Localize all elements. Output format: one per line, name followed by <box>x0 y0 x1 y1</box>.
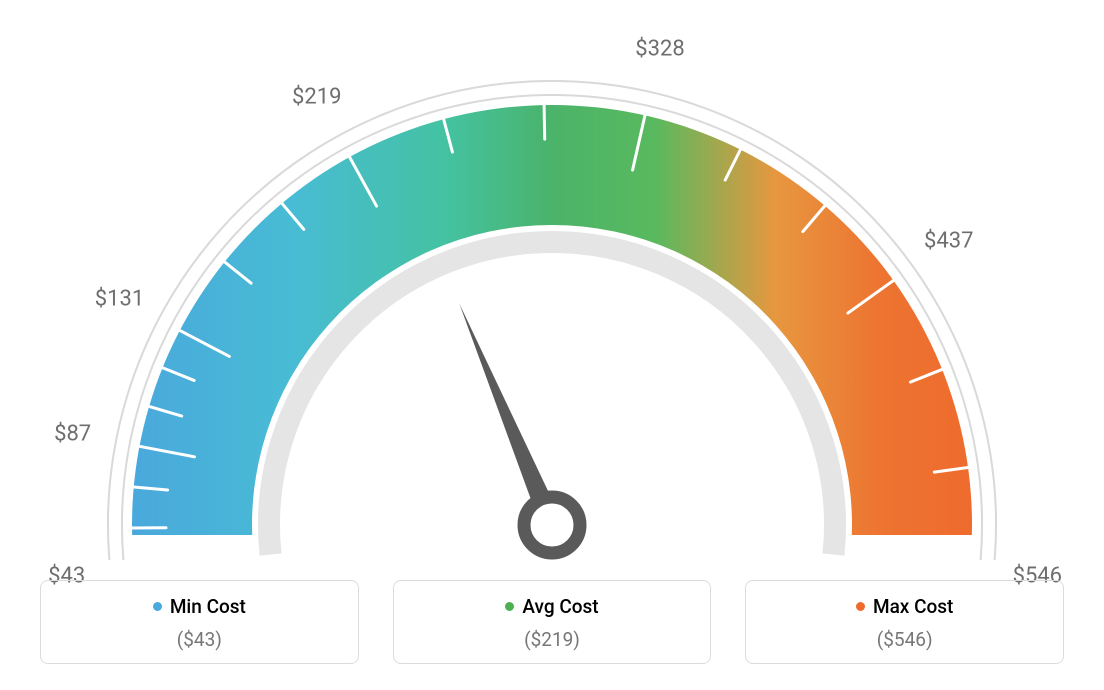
legend-title-min: Min Cost <box>170 595 246 618</box>
legend-value-min: ($43) <box>51 628 348 651</box>
legend-row: Min Cost ($43) Avg Cost ($219) Max Cost … <box>0 580 1104 664</box>
gauge-svg <box>0 0 1104 560</box>
gauge-tick-label: $87 <box>54 421 91 446</box>
legend-title-max: Max Cost <box>873 595 953 618</box>
legend-card-avg: Avg Cost ($219) <box>393 580 712 664</box>
legend-card-min: Min Cost ($43) <box>40 580 359 664</box>
gauge-tick-label: $219 <box>292 85 341 110</box>
dot-min <box>153 602 162 611</box>
dot-avg <box>505 602 514 611</box>
gauge-tick-label: $328 <box>635 37 684 62</box>
legend-card-max: Max Cost ($546) <box>745 580 1064 664</box>
gauge-tick-label: $131 <box>95 286 144 311</box>
dot-max <box>856 602 865 611</box>
legend-value-max: ($546) <box>756 628 1053 651</box>
legend-title-avg: Avg Cost <box>522 595 598 618</box>
gauge-chart: $43$87$131$219$328$437$546 <box>0 0 1104 560</box>
legend-value-avg: ($219) <box>404 628 701 651</box>
gauge-tick-label: $437 <box>924 228 973 253</box>
